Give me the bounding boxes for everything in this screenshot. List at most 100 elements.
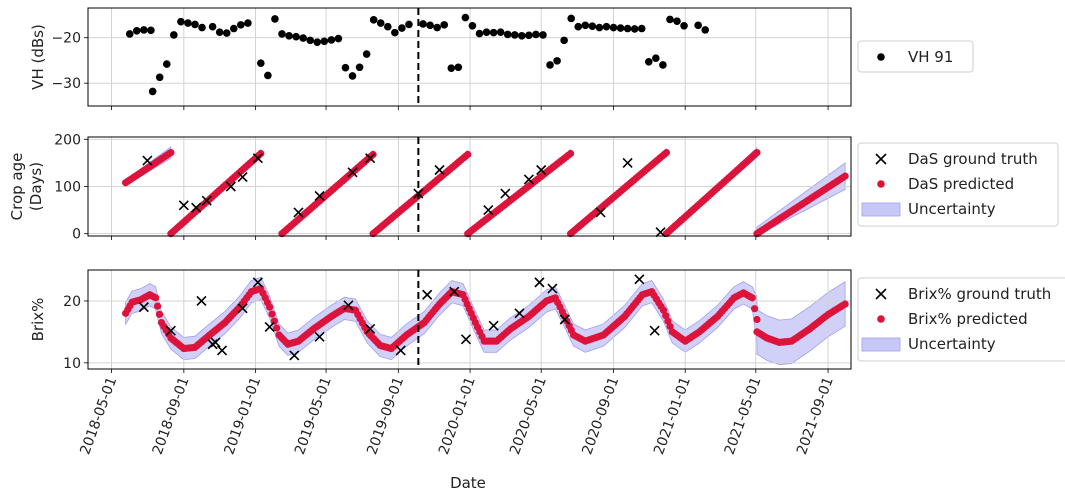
y-axis-label-line: Brix% — [29, 298, 47, 342]
brix-ground-truth-marker — [514, 308, 525, 319]
y-tick-label: 100 — [54, 180, 81, 196]
x-marker-stroke — [289, 350, 300, 361]
vh-point — [694, 21, 702, 30]
x-tick-label: 2020-05-01 — [507, 375, 550, 457]
vh-point — [147, 26, 155, 35]
das-ground-truth-marker — [201, 195, 212, 206]
vh-point — [398, 24, 406, 32]
vh-point — [546, 61, 554, 69]
vh-point — [306, 36, 314, 45]
vh-point — [271, 15, 279, 23]
das-ground-truth-marker — [252, 153, 263, 164]
y-axis-label-line: VH (dBs) — [29, 24, 47, 90]
brix-ground-truth-marker — [343, 300, 354, 311]
brix-predicted-point — [266, 303, 274, 311]
brix-predicted-point — [750, 305, 759, 313]
x-tick-label: 2019-09-01 — [364, 375, 407, 457]
vh-point — [447, 64, 456, 72]
legend-dot-marker — [877, 180, 885, 188]
legend-label: Brix% predicted — [908, 310, 1028, 328]
x-marker-stroke — [201, 195, 212, 206]
x-tick-label: 2021-05-01 — [722, 375, 765, 457]
brix-predicted-point — [153, 302, 162, 310]
vh-point — [313, 38, 322, 46]
x-marker-stroke — [395, 345, 406, 356]
das-ground-truth-marker — [483, 205, 494, 216]
y-axis-label: VH (dBs) — [29, 24, 47, 90]
vh-point — [440, 21, 449, 29]
x-tick-label: 2020-09-01 — [579, 375, 622, 457]
x-marker-stroke — [422, 289, 433, 300]
vh-point — [461, 13, 470, 22]
legend-band-swatch — [861, 202, 901, 217]
brix-ground-truth-marker — [165, 325, 176, 336]
brix-ground-truth-marker — [314, 331, 325, 342]
vh-point — [215, 28, 224, 36]
legend-box — [857, 40, 974, 73]
brix-predicted-point — [753, 315, 761, 324]
vh-point — [623, 24, 632, 33]
vh-point — [155, 73, 164, 82]
vh-point — [355, 63, 364, 72]
vh-point — [405, 20, 413, 29]
brix-predicted-point — [273, 324, 281, 332]
brix-predicted-point — [155, 310, 164, 318]
brix-ground-truth-marker — [395, 345, 406, 356]
y-tick-label: 20 — [63, 294, 81, 310]
x-tick-label: 2021-09-01 — [794, 375, 837, 457]
vh-point — [433, 23, 441, 32]
das-predicted-point — [464, 150, 472, 159]
vh-point — [468, 21, 477, 30]
das-ground-truth-marker — [225, 181, 236, 192]
x-marker-stroke — [547, 283, 558, 294]
legend-band-swatch — [861, 337, 901, 352]
uncertainty-band — [125, 276, 846, 366]
brix-ground-truth-marker — [237, 303, 248, 314]
y-tick-label: 10 — [63, 356, 81, 372]
vh-point — [208, 22, 217, 31]
vh-point — [237, 21, 245, 29]
legend-x-marker — [875, 153, 887, 165]
x-marker-stroke — [216, 345, 228, 356]
legend-label: DaS ground truth — [908, 150, 1038, 168]
x-tick-label: 2019-01-01 — [221, 375, 264, 457]
vh-point — [191, 20, 199, 29]
x-marker-stroke — [634, 274, 645, 285]
vh-point — [257, 59, 265, 67]
vh-point — [125, 30, 134, 38]
brix-ground-truth-marker — [365, 323, 376, 334]
brix-ground-truth-marker — [449, 286, 460, 297]
vh-point — [229, 24, 238, 33]
plot-frame — [87, 7, 852, 107]
das-ground-truth-marker — [434, 164, 445, 176]
x-marker-stroke — [434, 164, 445, 176]
vh-point — [426, 21, 434, 30]
vh-point — [327, 36, 336, 44]
x-tick-label: 2021-01-01 — [651, 375, 694, 457]
vh-point — [602, 22, 611, 31]
x-marker-stroke — [252, 153, 263, 164]
x-marker-stroke — [449, 286, 460, 297]
x-marker-stroke — [622, 157, 633, 168]
brix-ground-truth-marker — [422, 289, 433, 300]
legend-label: VH 91 — [908, 48, 953, 66]
brix-predicted-point — [666, 322, 674, 331]
vh-point — [140, 26, 148, 34]
brix-predicted-point — [270, 317, 278, 325]
vh-point — [574, 22, 583, 31]
vh-point — [177, 17, 185, 26]
x-marker-stroke — [500, 188, 511, 199]
x-marker-stroke — [191, 202, 202, 213]
vh-point — [659, 61, 667, 69]
vh-point — [539, 31, 547, 39]
vh-point — [553, 57, 561, 65]
y-tick-label: 200 — [54, 132, 81, 148]
brix-predicted-point — [748, 294, 756, 302]
x-tick-label: 2018-09-01 — [150, 375, 193, 457]
brix-predicted-point — [659, 306, 668, 314]
x-marker-stroke — [365, 153, 376, 164]
x-marker-stroke — [534, 277, 545, 288]
brix-ground-truth-marker — [634, 274, 645, 285]
das-ground-truth-marker — [500, 188, 511, 199]
